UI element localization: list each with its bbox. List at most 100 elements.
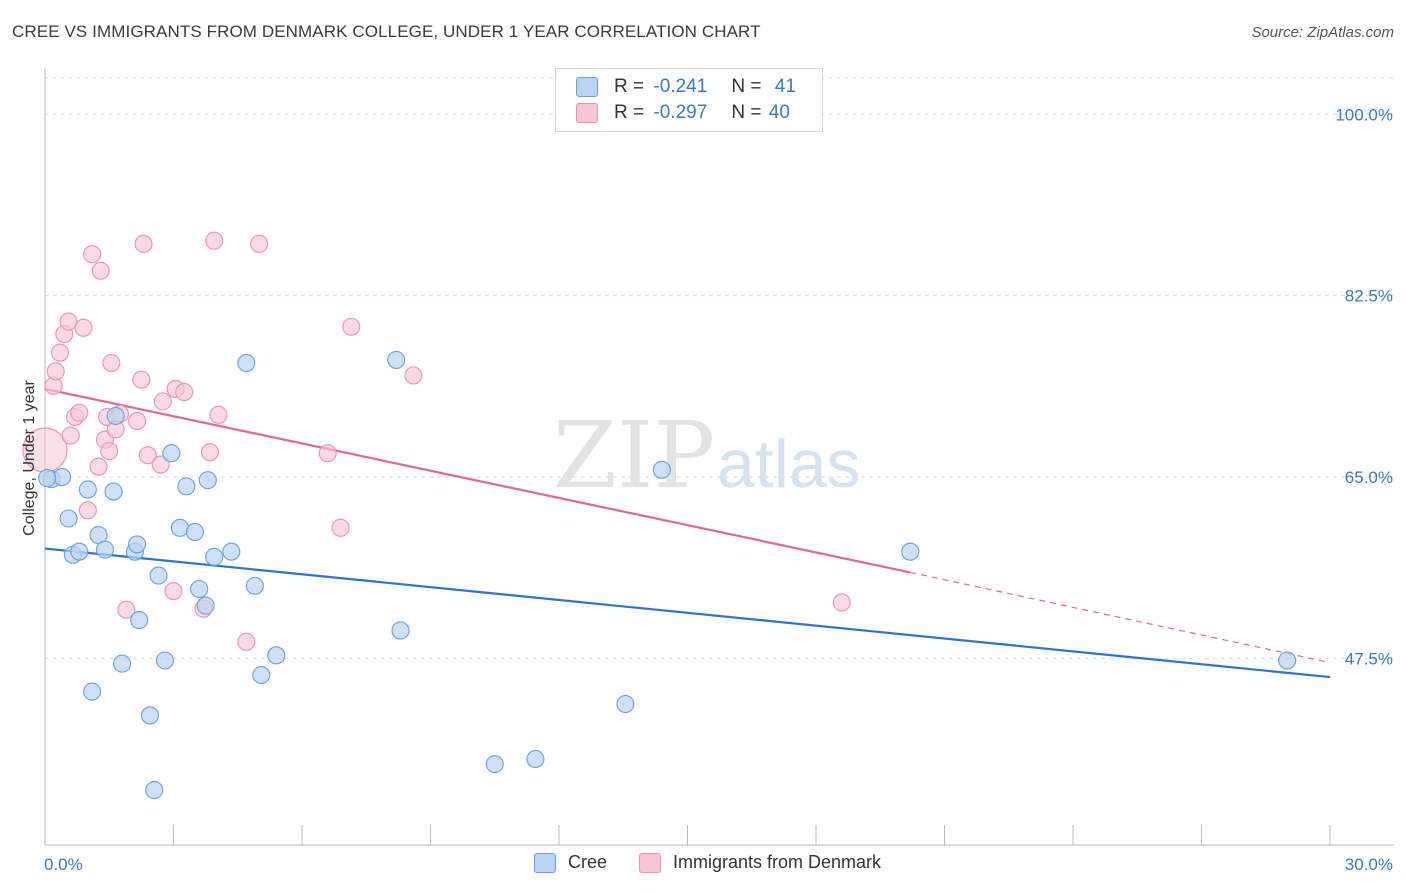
- watermark-atlas: atlas: [717, 426, 861, 502]
- cree-point: [78, 480, 97, 499]
- cree-point: [128, 535, 147, 554]
- legend-r-value: -0.241: [653, 76, 708, 97]
- cree-swatch: [534, 852, 556, 873]
- bottom-legend-denmark: Immigrants from Denmark: [639, 852, 881, 873]
- cree-point: [252, 665, 271, 685]
- y-tick-label: 82.5%: [1345, 287, 1393, 306]
- cree-point: [177, 477, 196, 496]
- cree-point: [616, 694, 635, 714]
- cree-point: [485, 755, 504, 774]
- legend-cree-label: Cree: [568, 852, 608, 872]
- legend-r-label: R =: [614, 76, 645, 97]
- denmark-point: [78, 501, 97, 520]
- y-axis-label: College, Under 1 year: [21, 380, 38, 536]
- denmark-point: [250, 234, 269, 253]
- denmark-point: [175, 383, 194, 402]
- trend-lines: [44, 387, 1331, 679]
- denmark-point: [134, 234, 153, 253]
- cree-swatch: [576, 77, 598, 97]
- cree-point: [205, 547, 224, 566]
- cree-point: [104, 482, 123, 501]
- denmark-point: [89, 457, 108, 476]
- chart-title: CREE VS IMMIGRANTS FROM DENMARK COLLEGE,…: [12, 22, 761, 41]
- denmark-point: [70, 403, 89, 422]
- legend-row-denmark: R = -0.297 N = 40: [576, 101, 790, 125]
- cree-point: [59, 509, 78, 528]
- legend-r-value: -0.297: [653, 102, 708, 123]
- cree-point: [53, 467, 72, 487]
- denmark-point: [342, 317, 361, 336]
- bottom-legend-cree: Cree: [534, 852, 607, 873]
- cree-point: [190, 579, 209, 599]
- x-tick-label: 30.0%: [1345, 855, 1393, 874]
- axes: [44, 68, 1394, 846]
- cree-point: [70, 542, 89, 561]
- denmark-point: [151, 455, 170, 474]
- cree-point: [245, 576, 264, 595]
- cree-point: [185, 522, 204, 542]
- cree-point: [901, 542, 920, 561]
- denmark-point: [832, 593, 851, 612]
- cree-point: [38, 469, 57, 488]
- denmark-point: [237, 632, 256, 651]
- cree-point: [130, 611, 149, 630]
- cree-point: [113, 654, 132, 673]
- cree-point: [149, 566, 168, 585]
- cree-point: [391, 621, 410, 640]
- cree-point: [198, 471, 217, 490]
- legend-n-label: N =: [731, 76, 762, 97]
- denmark-point: [46, 362, 65, 381]
- denmark-point: [164, 582, 183, 601]
- y-tick-label: 100.0%: [1335, 105, 1393, 124]
- cree-point: [140, 706, 159, 725]
- cree-point: [83, 682, 102, 701]
- denmark-point: [209, 405, 228, 424]
- legend-n-value: 40: [768, 102, 790, 123]
- cree-trend-line: [44, 547, 1331, 679]
- denmark-point: [318, 444, 337, 463]
- cree-point: [95, 540, 115, 559]
- cree-point: [237, 353, 256, 373]
- denmark-point: [83, 245, 102, 264]
- denmark-point: [331, 518, 350, 537]
- denmark-trend-line: [44, 387, 911, 574]
- legend-r-label: R =: [614, 102, 645, 123]
- cree-point: [162, 444, 181, 463]
- cree-point: [387, 350, 406, 369]
- denmark-point: [74, 318, 93, 337]
- denmark-point: [100, 442, 119, 461]
- tick-labels: 47.5% 65.0% 82.5% 100.0% 0.0% 30.0%: [44, 105, 1393, 874]
- correlation-legend: R = -0.241 N = 41 R = -0.297 N = 40: [555, 68, 823, 132]
- legend-n-value: 41: [774, 76, 796, 97]
- denmark-point: [102, 353, 121, 373]
- denmark-point: [200, 443, 219, 462]
- denmark-point: [138, 446, 157, 465]
- legend-row-cree: R = -0.241 N = 41: [576, 75, 796, 99]
- cree-point: [526, 749, 545, 769]
- cree-point: [106, 406, 125, 425]
- legend-n-label: N =: [731, 102, 762, 123]
- denmark-trend-extension: [910, 571, 1331, 664]
- denmark-point: [153, 392, 172, 411]
- legend-denmark-label: Immigrants from Denmark: [673, 852, 882, 872]
- cree-point: [267, 646, 286, 665]
- denmark-point: [132, 370, 151, 389]
- x-tick-label: 0.0%: [44, 855, 83, 874]
- cree-point: [170, 518, 189, 537]
- y-tick-label: 47.5%: [1345, 649, 1393, 668]
- denmark-point: [50, 343, 70, 362]
- denmark-point: [61, 426, 80, 445]
- denmark-point: [91, 261, 110, 280]
- source-label: Source: ZipAtlas.com: [1251, 24, 1394, 41]
- denmark-point: [128, 412, 147, 431]
- y-tick-label: 65.0%: [1345, 468, 1393, 487]
- cree-point: [222, 542, 241, 561]
- cree-point: [145, 781, 164, 800]
- denmark-point: [117, 600, 136, 619]
- cree-point: [196, 596, 215, 615]
- cree-point: [155, 651, 174, 670]
- denmark-point: [404, 366, 423, 385]
- watermark-zip: ZIP: [553, 402, 715, 509]
- denmark-swatch: [639, 852, 661, 873]
